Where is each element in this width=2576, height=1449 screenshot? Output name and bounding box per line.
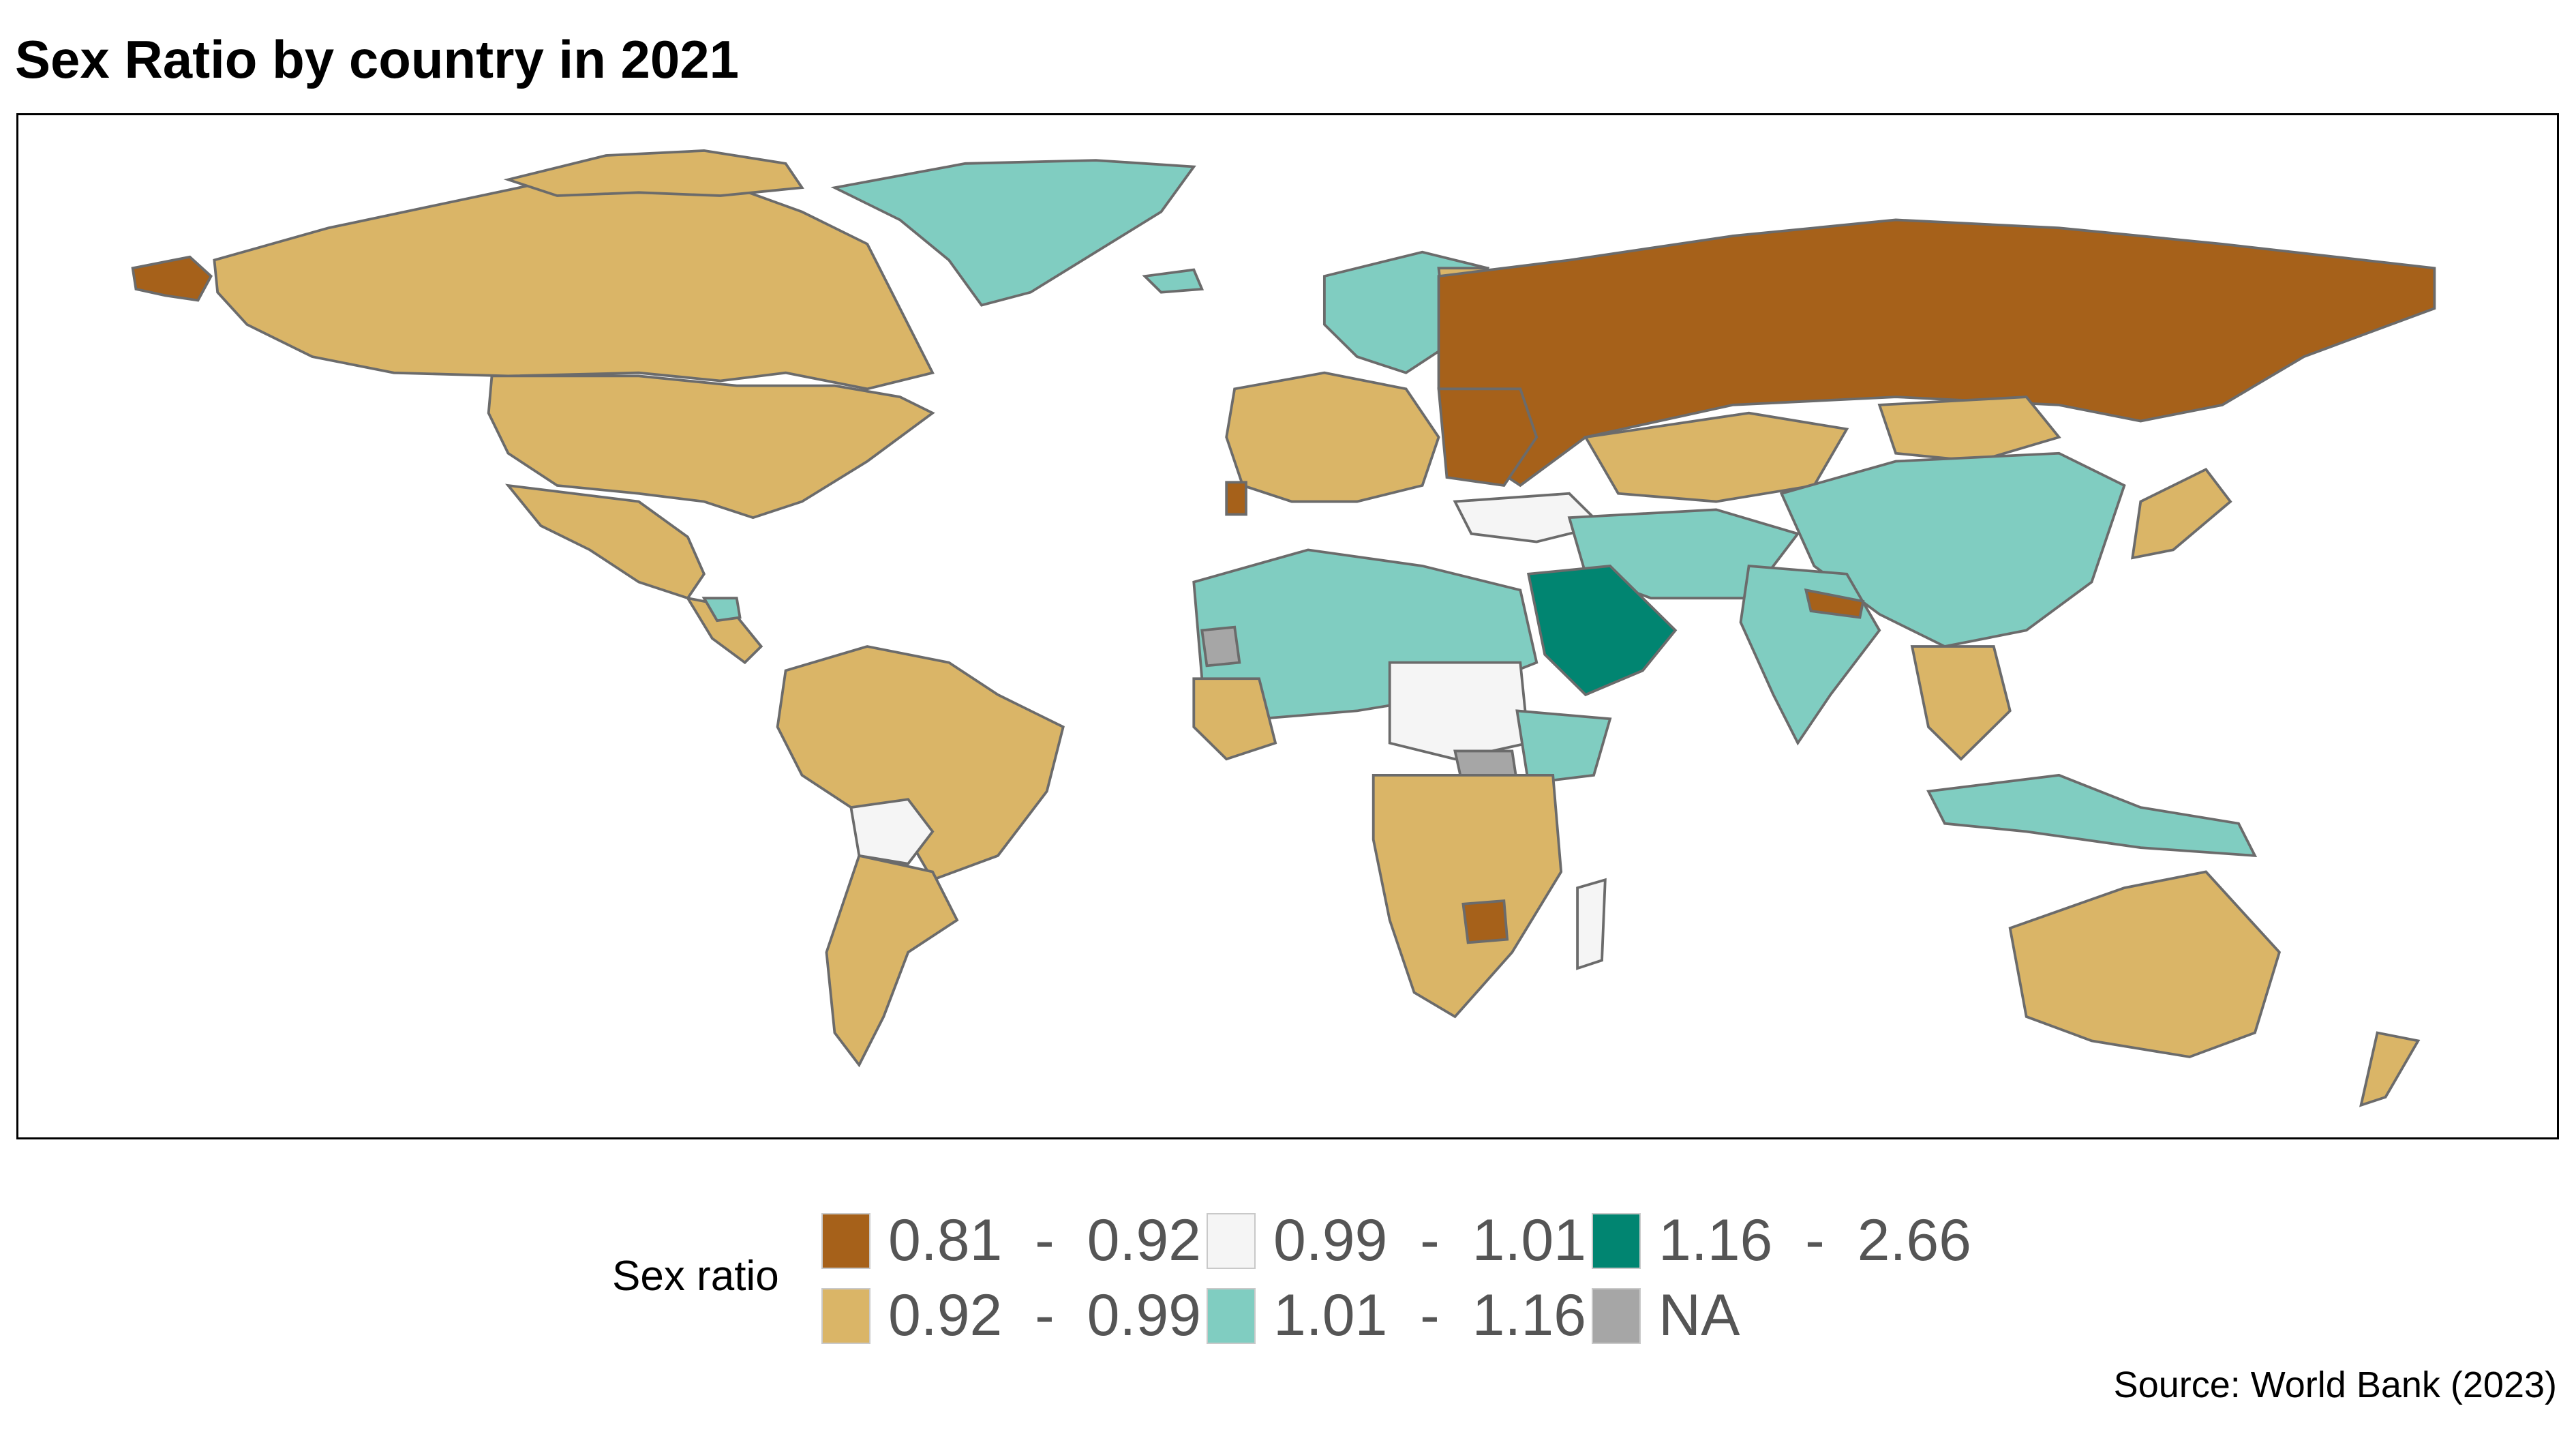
legend-item-0-81-0-92: 0.81 - 0.92 <box>821 1207 1201 1274</box>
region-canada-arctic <box>503 149 804 197</box>
legend-label: 1.16 - 2.66 <box>1658 1208 1971 1273</box>
region-portugal <box>1225 481 1247 516</box>
region-madagascar <box>1576 878 1607 970</box>
region-central-southern-africa <box>1372 773 1563 1019</box>
region-southern-cone <box>825 854 959 1068</box>
world-map-svg <box>131 149 2436 1107</box>
region-alaska <box>131 255 213 302</box>
region-west-africa <box>1192 677 1277 761</box>
region-sudan <box>1388 661 1530 761</box>
source-caption: Source: World Bank (2023) <box>2113 1364 2557 1405</box>
region-greenland <box>830 159 1196 307</box>
legend-swatch <box>1592 1287 1641 1344</box>
region-turkey <box>1453 492 1605 543</box>
legend-swatch <box>1592 1212 1641 1269</box>
world-map <box>16 113 2559 1139</box>
legend-item-0-99-1-01: 0.99 - 1.01 <box>1207 1207 1586 1274</box>
region-south-america-north <box>776 645 1065 882</box>
map-title: Sex Ratio by country in 2021 <box>15 29 740 89</box>
legend-label: 1.01 - 1.16 <box>1273 1283 1586 1348</box>
legend-label: 0.81 - 0.92 <box>888 1208 1201 1273</box>
region-southeast-asia <box>1910 645 2012 761</box>
region-japan <box>2131 467 2232 560</box>
region-usa <box>487 374 935 520</box>
region-iceland <box>1142 268 1204 294</box>
region-europe-west <box>1225 371 1440 503</box>
region-saudi-arabia <box>1526 565 1678 697</box>
region-australia <box>2008 870 2282 1058</box>
region-ethiopia <box>1515 709 1612 785</box>
legend-label: 0.92 - 0.99 <box>888 1283 1201 1348</box>
legend-swatch <box>821 1212 870 1269</box>
region-russia <box>1437 218 2436 488</box>
region-western-sahara <box>1200 625 1241 668</box>
region-canada <box>213 175 935 391</box>
legend-title: Sex ratio <box>612 1253 779 1300</box>
legend-swatch <box>821 1287 870 1344</box>
region-mongolia <box>1877 395 2061 463</box>
region-mexico <box>505 483 706 600</box>
region-new-zealand <box>2359 1031 2421 1107</box>
region-guatemala <box>701 597 742 623</box>
legend-item-0-92-0-99: 0.92 - 0.99 <box>821 1282 1201 1349</box>
region-belarus-ukraine <box>1437 387 1539 487</box>
legend-item-na: NA <box>1592 1282 1740 1349</box>
region-indonesia <box>1926 773 2258 858</box>
legend-item-1-16-2-66: 1.16 - 2.66 <box>1592 1207 1971 1274</box>
region-bolivia <box>849 798 935 865</box>
region-zimbabwe <box>1461 899 1509 944</box>
legend-swatch <box>1207 1212 1256 1269</box>
legend-item-1-01-1-16: 1.01 - 1.16 <box>1207 1282 1586 1349</box>
region-nepal <box>1804 588 1865 619</box>
legend-label: NA <box>1658 1283 1740 1348</box>
legend-label: 0.99 - 1.01 <box>1273 1208 1586 1273</box>
legend-swatch <box>1207 1287 1256 1344</box>
